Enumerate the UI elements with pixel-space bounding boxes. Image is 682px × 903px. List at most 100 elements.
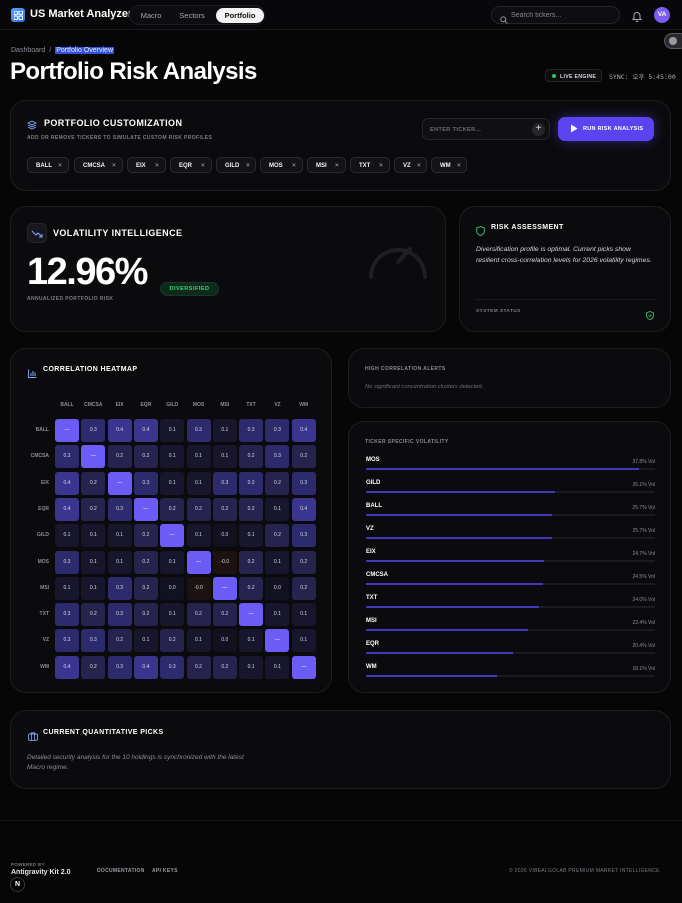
heatmap-cell[interactable]: 0.3 [55,445,79,469]
heatmap-cell[interactable]: — [186,550,211,574]
heatmap-cell[interactable]: 0.3 [186,419,211,442]
heatmap-cell[interactable]: 0.1 [160,603,185,627]
remove-ticker-icon[interactable]: × [246,161,250,169]
heatmap-cell[interactable]: 0.2 [81,603,106,627]
heatmap-cell[interactable]: 0.4 [55,497,79,521]
heatmap-cell[interactable]: 0.2 [160,497,185,521]
heatmap-cell[interactable]: 0.1 [107,524,132,548]
heatmap-cell[interactable]: 0.2 [133,550,158,574]
heatmap-cell[interactable]: 0.3 [265,445,290,469]
heatmap-cell[interactable]: 0.1 [239,629,264,653]
heatmap-cell[interactable]: 0.1 [55,524,79,548]
theme-toggle[interactable] [664,33,682,49]
heatmap-cell[interactable]: 0.3 [55,603,79,627]
heatmap-cell[interactable]: 0.2 [291,550,316,574]
heatmap-cell[interactable]: 0.1 [291,603,316,627]
heatmap-cell[interactable]: 0.3 [160,655,185,679]
heatmap-cell[interactable]: 0.1 [186,524,211,548]
heatmap-cell[interactable]: — [265,629,290,653]
heatmap-cell[interactable]: 0.1 [81,524,106,548]
heatmap-cell[interactable]: 0.4 [107,419,132,442]
heatmap-cell[interactable]: 0.1 [239,655,264,679]
ticker-chip[interactable]: EIX × [127,157,166,173]
heatmap-cell[interactable]: 0.4 [291,419,316,442]
ticker-chip[interactable]: GILD × [216,157,256,173]
heatmap-cell[interactable]: 0.2 [107,445,132,469]
heatmap-cell[interactable]: 0.1 [133,629,158,653]
heatmap-cell[interactable]: 0.3 [291,471,316,495]
ticker-chip[interactable]: CMCSA × [74,157,123,173]
heatmap-cell[interactable]: — [239,603,264,627]
heatmap-cell[interactable]: 0.2 [81,497,106,521]
ticker-chip[interactable]: MSI × [307,157,346,173]
heatmap-cell[interactable]: 0.4 [133,655,158,679]
heatmap-cell[interactable]: 0.2 [265,524,290,548]
heatmap-cell[interactable]: 0.0 [212,629,237,653]
heatmap-cell[interactable]: 0.2 [239,497,264,521]
heatmap-cell[interactable]: 0.3 [239,419,264,442]
heatmap-cell[interactable]: 0.2 [291,445,316,469]
heatmap-cell[interactable]: — [55,419,79,442]
heatmap-cell[interactable]: 0.1 [107,550,132,574]
heatmap-cell[interactable]: — [160,524,185,548]
heatmap-cell[interactable]: 0.2 [239,550,264,574]
heatmap-cell[interactable]: 0.2 [239,576,264,600]
ticker-input[interactable] [430,124,525,135]
heatmap-cell[interactable]: 0.2 [133,445,158,469]
add-ticker-button[interactable]: + [532,123,545,136]
heatmap-cell[interactable]: 0.1 [160,550,185,574]
heatmap-cell[interactable]: 0.4 [291,497,316,521]
heatmap-cell[interactable]: — [107,471,132,495]
ticker-chip[interactable]: TXT × [350,157,390,173]
documentation-link[interactable]: DOCUMENTATION [97,868,145,874]
heatmap-cell[interactable]: 0.2 [133,524,158,548]
remove-ticker-icon[interactable]: × [379,161,383,169]
remove-ticker-icon[interactable]: × [457,161,461,169]
heatmap-cell[interactable]: 0.2 [186,655,211,679]
heatmap-cell[interactable]: 0.2 [239,445,264,469]
tab-sectors[interactable]: Sectors [179,11,205,20]
heatmap-cell[interactable]: 0.4 [55,471,79,495]
heatmap-cell[interactable]: 0.1 [212,419,237,442]
heatmap-cell[interactable]: 0.3 [55,550,79,574]
heatmap-cell[interactable]: — [212,576,237,600]
api-keys-link[interactable]: API KEYS [152,868,178,874]
ticker-chip[interactable]: EQR × [170,157,212,173]
heatmap-cell[interactable]: 0.0 [212,524,237,548]
heatmap-cell[interactable]: 0.1 [212,445,237,469]
heatmap-cell[interactable]: 0.3 [107,603,132,627]
notification-bell-icon[interactable] [631,9,643,27]
heatmap-cell[interactable]: 0.1 [160,471,185,495]
heatmap-cell[interactable]: 0.1 [186,471,211,495]
heatmap-cell[interactable]: 0.1 [186,445,211,469]
heatmap-cell[interactable]: 0.2 [212,497,237,521]
remove-ticker-icon[interactable]: × [201,161,205,169]
heatmap-cell[interactable]: -0.0 [212,550,237,574]
remove-ticker-icon[interactable]: × [112,161,116,169]
ticker-chip[interactable]: MOS × [260,157,303,173]
n-badge[interactable]: N [10,877,25,892]
heatmap-cell[interactable]: 0.2 [186,603,211,627]
app-title[interactable]: US Market Analyzer [30,8,133,20]
run-risk-analysis-button[interactable]: RUN RISK ANALYSIS [558,117,654,141]
heatmap-cell[interactable]: 0.1 [265,655,290,679]
app-logo-icon[interactable] [11,8,25,22]
heatmap-cell[interactable]: 0.2 [160,629,185,653]
heatmap-cell[interactable]: 0.1 [160,419,185,442]
heatmap-cell[interactable]: 0.2 [291,576,316,600]
heatmap-cell[interactable]: 0.2 [133,576,158,600]
heatmap-cell[interactable]: 0.2 [186,497,211,521]
heatmap-cell[interactable]: 0.1 [81,576,106,600]
heatmap-cell[interactable]: 0.3 [265,419,290,442]
heatmap-cell[interactable]: 0.3 [212,471,237,495]
tab-portfolio[interactable]: Portfolio [216,8,264,23]
heatmap-cell[interactable]: 0.1 [239,524,264,548]
heatmap-cell[interactable]: 0.2 [81,471,106,495]
heatmap-cell[interactable]: -0.0 [186,576,211,600]
remove-ticker-icon[interactable]: × [155,161,159,169]
heatmap-cell[interactable]: 0.4 [55,655,79,679]
heatmap-cell[interactable]: 0.3 [107,655,132,679]
heatmap-cell[interactable]: 0.4 [133,419,158,442]
breadcrumb-dashboard[interactable]: Dashboard [11,47,46,54]
ticker-chip[interactable]: WM × [431,157,467,173]
